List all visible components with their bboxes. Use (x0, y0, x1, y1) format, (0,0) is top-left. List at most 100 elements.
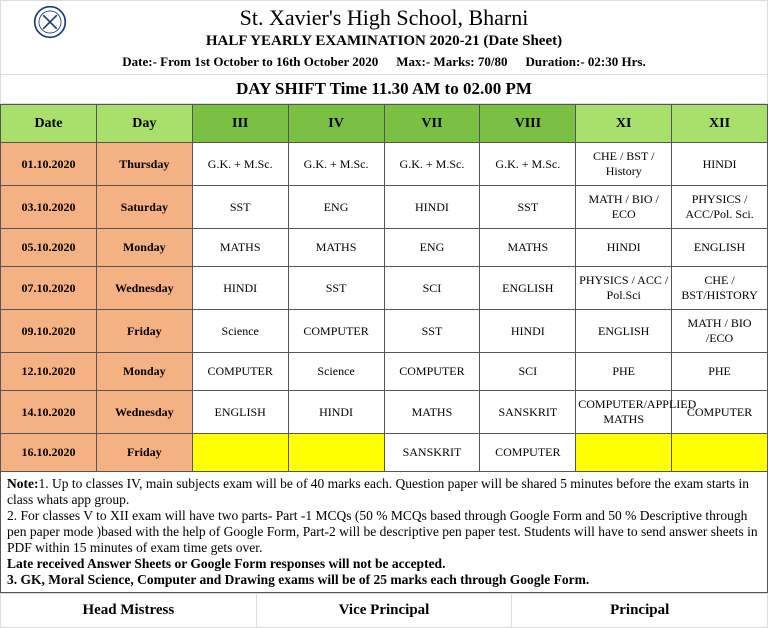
cell-subject (288, 434, 384, 472)
cell-day: Wednesday (96, 267, 192, 310)
note-3: 3. GK, Moral Science, Computer and Drawi… (7, 572, 589, 587)
cell-subject: SST (288, 267, 384, 310)
table-row: 14.10.2020WednesdayENGLISHHINDIMATHSSANS… (1, 391, 768, 434)
cell-subject: G.K. + M.Sc. (480, 143, 576, 186)
sig-viceprincipal: Vice Principal (257, 594, 513, 627)
cell-day: Friday (96, 310, 192, 353)
cell-subject: MATH / BIO /ECO (672, 310, 768, 353)
schedule-table: Date Day III IV VII VIII XI XII 01.10.20… (0, 104, 768, 472)
cell-subject (192, 434, 288, 472)
table-row: 16.10.2020FridaySANSKRITCOMPUTER (1, 434, 768, 472)
cell-subject: Science (288, 353, 384, 391)
meta-row: Date:- From 1st October to 16th October … (1, 54, 767, 70)
cell-date: 01.10.2020 (1, 143, 97, 186)
duration: Duration:- 02:30 Hrs. (525, 54, 645, 70)
cell-subject: CHE / BST / History (576, 143, 672, 186)
col-vii: VII (384, 105, 480, 143)
cell-subject (672, 434, 768, 472)
cell-subject: PHE (672, 353, 768, 391)
cell-subject: HINDI (672, 143, 768, 186)
cell-day: Wednesday (96, 391, 192, 434)
table-row: 12.10.2020MondayCOMPUTERScienceCOMPUTERS… (1, 353, 768, 391)
note-2: 2. For classes V to XII exam will have t… (7, 508, 758, 555)
cell-subject: SCI (384, 267, 480, 310)
cell-date: 12.10.2020 (1, 353, 97, 391)
cell-subject: MATHS (384, 391, 480, 434)
cell-subject: MATHS (288, 229, 384, 267)
exam-title: HALF YEARLY EXAMINATION 2020-21 (Date Sh… (1, 33, 767, 50)
col-viii: VIII (480, 105, 576, 143)
cell-day: Monday (96, 229, 192, 267)
cell-subject: PHYSICS / ACC / Pol.Sci (576, 267, 672, 310)
header-block: St. Xavier's High School, Bharni HALF YE… (0, 0, 768, 75)
cell-subject: COMPUTER (480, 434, 576, 472)
cell-subject: ENGLISH (576, 310, 672, 353)
col-day: Day (96, 105, 192, 143)
cell-subject: G.K. + M.Sc. (192, 143, 288, 186)
cell-subject: HINDI (576, 229, 672, 267)
cell-subject: SANSKRIT (480, 391, 576, 434)
notes-label: Note: (7, 476, 38, 491)
cell-date: 16.10.2020 (1, 434, 97, 472)
cell-subject: Science (192, 310, 288, 353)
table-row: 01.10.2020ThursdayG.K. + M.Sc.G.K. + M.S… (1, 143, 768, 186)
col-iii: III (192, 105, 288, 143)
cell-date: 07.10.2020 (1, 267, 97, 310)
school-logo (33, 5, 67, 39)
cell-day: Friday (96, 434, 192, 472)
cell-subject: MATH / BIO / ECO (576, 186, 672, 229)
date-range: Date:- From 1st October to 16th October … (122, 54, 378, 70)
cell-subject: ENGLISH (672, 229, 768, 267)
cell-subject: COMPUTER (384, 353, 480, 391)
cell-day: Thursday (96, 143, 192, 186)
cell-date: 03.10.2020 (1, 186, 97, 229)
table-row: 09.10.2020FridayScienceCOMPUTERSSTHINDIE… (1, 310, 768, 353)
cell-subject: ENG (384, 229, 480, 267)
cell-subject: SST (192, 186, 288, 229)
cell-subject: HINDI (192, 267, 288, 310)
cell-subject: G.K. + M.Sc. (288, 143, 384, 186)
header-row: Date Day III IV VII VIII XI XII (1, 105, 768, 143)
col-xii: XII (672, 105, 768, 143)
table-row: 07.10.2020WednesdayHINDISSTSCIENGLISHPHY… (1, 267, 768, 310)
max-marks: Max:- Marks: 70/80 (396, 54, 507, 70)
col-date: Date (1, 105, 97, 143)
cell-subject: SST (480, 186, 576, 229)
cell-subject: ENGLISH (192, 391, 288, 434)
cell-subject: COMPUTER (192, 353, 288, 391)
table-row: 05.10.2020MondayMATHSMATHSENGMATHSHINDIE… (1, 229, 768, 267)
table-row: 03.10.2020SaturdaySSTENGHINDISSTMATH / B… (1, 186, 768, 229)
cell-subject: PHE (576, 353, 672, 391)
cell-subject: HINDI (288, 391, 384, 434)
note-late: Late received Answer Sheets or Google Fo… (7, 556, 445, 571)
sig-headmistress: Head Mistress (1, 594, 257, 627)
cell-date: 09.10.2020 (1, 310, 97, 353)
cell-subject: PHYSICS / ACC/Pol. Sci. (672, 186, 768, 229)
cell-subject: MATHS (480, 229, 576, 267)
cell-subject: MATHS (192, 229, 288, 267)
cell-day: Saturday (96, 186, 192, 229)
cell-subject: ENG (288, 186, 384, 229)
note-1: 1. Up to classes IV, main subjects exam … (7, 476, 749, 507)
cell-subject (576, 434, 672, 472)
school-name: St. Xavier's High School, Bharni (1, 5, 767, 31)
cell-subject: SST (384, 310, 480, 353)
cell-subject: SCI (480, 353, 576, 391)
signatures-row: Head Mistress Vice Principal Principal (0, 593, 768, 628)
cell-subject: COMPUTER (288, 310, 384, 353)
cell-day: Monday (96, 353, 192, 391)
cell-subject: HINDI (384, 186, 480, 229)
shift-title: DAY SHIFT Time 11.30 AM to 02.00 PM (0, 75, 768, 104)
cell-subject: ENGLISH (480, 267, 576, 310)
cell-date: 14.10.2020 (1, 391, 97, 434)
cell-subject: COMPUTER/APPLIED MATHS (576, 391, 672, 434)
cell-subject: HINDI (480, 310, 576, 353)
sig-principal: Principal (512, 594, 767, 627)
col-xi: XI (576, 105, 672, 143)
col-iv: IV (288, 105, 384, 143)
page: St. Xavier's High School, Bharni HALF YE… (0, 0, 768, 628)
cell-date: 05.10.2020 (1, 229, 97, 267)
notes-block: Note:1. Up to classes IV, main subjects … (0, 472, 768, 593)
cell-subject: CHE / BST/HISTORY (672, 267, 768, 310)
cell-subject: G.K. + M.Sc. (384, 143, 480, 186)
